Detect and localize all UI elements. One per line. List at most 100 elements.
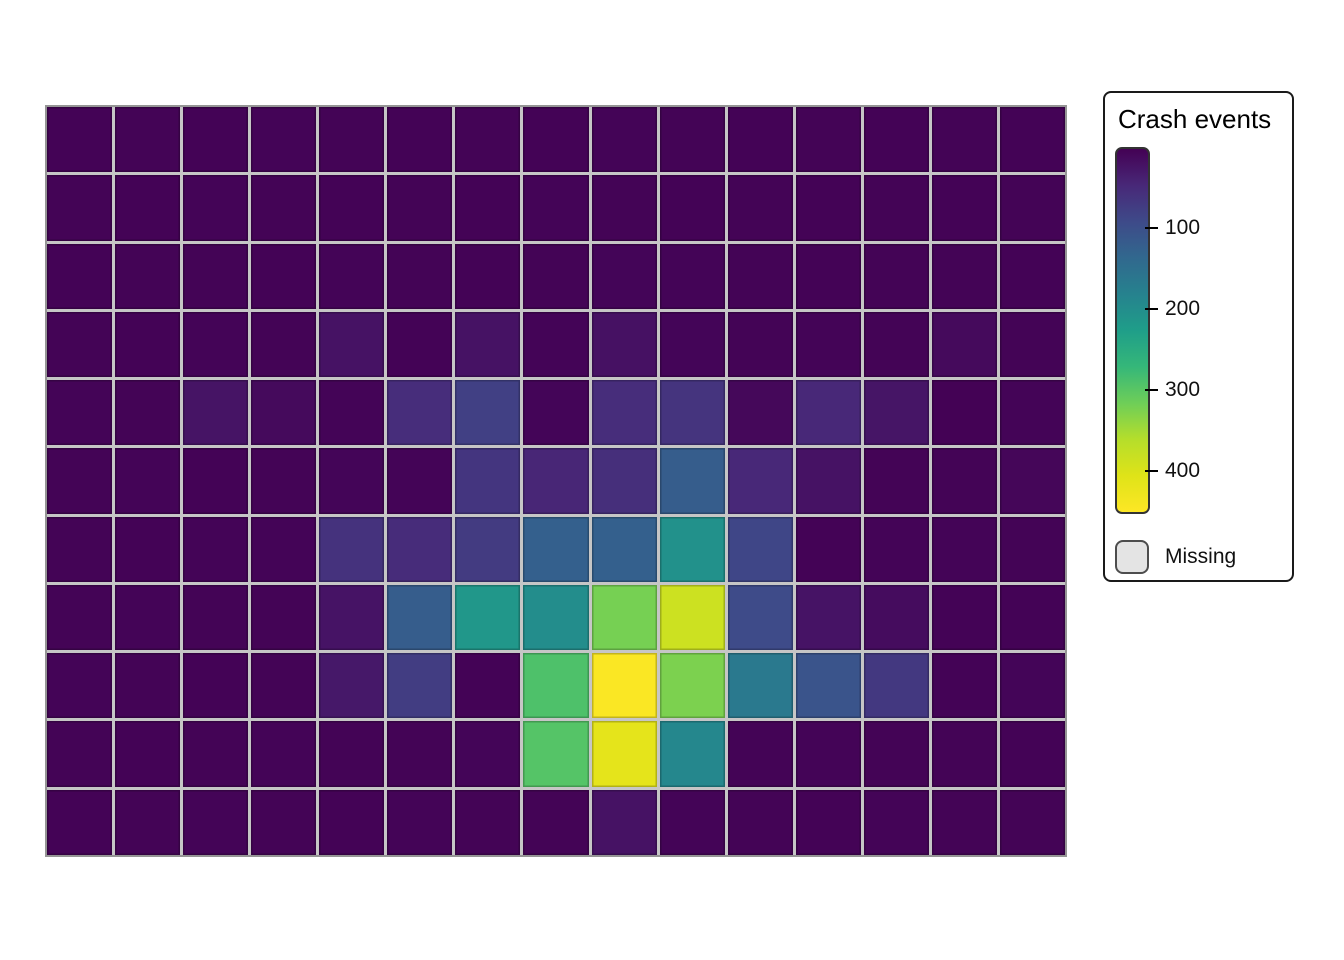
heatmap-cell (47, 243, 113, 309)
heatmap-cell (387, 448, 453, 514)
heatmap-cell (47, 175, 113, 241)
heatmap-cell (47, 653, 113, 719)
colorbar-tick (1145, 226, 1158, 230)
heatmap-cell (115, 107, 181, 173)
heatmap-cell (591, 243, 657, 309)
heatmap-cell (659, 380, 725, 446)
heatmap-cell (795, 107, 861, 173)
heatmap-cell (999, 516, 1065, 582)
heatmap-cell (999, 448, 1065, 514)
heatmap-cell (931, 721, 997, 787)
heatmap-cell (387, 721, 453, 787)
heatmap-cell (319, 516, 385, 582)
heatmap-cell (523, 380, 589, 446)
heatmap-cell (863, 653, 929, 719)
heatmap-cell (727, 175, 793, 241)
heatmap-cell (863, 448, 929, 514)
heatmap-cell (251, 516, 317, 582)
heatmap-cell (863, 584, 929, 651)
heatmap-cell (455, 584, 521, 651)
heatmap-cell (183, 584, 249, 651)
heatmap-cell (795, 516, 861, 582)
heatmap-cell (999, 789, 1065, 855)
heatmap-cell (999, 721, 1065, 787)
heatmap-cell (523, 789, 589, 855)
heatmap-cell (455, 789, 521, 855)
heatmap-cell (47, 380, 113, 446)
heatmap-cell (795, 380, 861, 446)
heatmap-cell (931, 516, 997, 582)
heatmap-cell (999, 175, 1065, 241)
colorbar-tick-label: 400 (1165, 459, 1201, 483)
heatmap-cell (931, 653, 997, 719)
heatmap-cell (319, 107, 385, 173)
heatmap-cell (591, 107, 657, 173)
heatmap-cell (319, 448, 385, 514)
heatmap-cell (863, 721, 929, 787)
heatmap-cell (387, 516, 453, 582)
heatmap-cell (47, 516, 113, 582)
heatmap-cell (319, 584, 385, 651)
heatmap-cell (523, 584, 589, 651)
heatmap-cell (727, 653, 793, 719)
heatmap-cell (795, 175, 861, 241)
heatmap-cell (659, 653, 725, 719)
colorbar: 100 200 300 400 (1115, 147, 1285, 514)
heatmap-cell (659, 721, 725, 787)
heatmap-cell (319, 243, 385, 309)
heatmap-cell (183, 311, 249, 378)
heatmap-cell (795, 584, 861, 651)
heatmap-cell (523, 653, 589, 719)
heatmap-cell (795, 721, 861, 787)
heatmap-cell (387, 107, 453, 173)
heatmap-cell (863, 243, 929, 309)
heatmap-cell (455, 380, 521, 446)
heatmap-cell (999, 380, 1065, 446)
heatmap-cell (183, 789, 249, 855)
legend-title: Crash events (1118, 104, 1272, 134)
heatmap-cell (455, 107, 521, 173)
heatmap-cell (115, 448, 181, 514)
heatmap-cell (47, 789, 113, 855)
heatmap-cell (115, 175, 181, 241)
heatmap-cell (591, 789, 657, 855)
missing-label: Missing (1165, 545, 1237, 568)
heatmap-cell (387, 380, 453, 446)
heatmap-cell (455, 653, 521, 719)
heatmap-cell (387, 584, 453, 651)
colorbar-tick-label: 100 (1165, 216, 1201, 239)
heatmap-cell (183, 448, 249, 514)
heatmap-cell (591, 175, 657, 241)
heatmap-cell (47, 107, 113, 173)
heatmap-cell (999, 107, 1065, 173)
legend: Crash events 100 200 300 400 Missing (1103, 91, 1294, 582)
heatmap-cell (387, 653, 453, 719)
heatmap-cell (659, 789, 725, 855)
heatmap-cell (999, 243, 1065, 309)
heatmap-cell (387, 243, 453, 309)
colorbar-gradient (1115, 147, 1150, 514)
heatmap-cell (931, 175, 997, 241)
heatmap-cell (115, 653, 181, 719)
heatmap-cell (183, 516, 249, 582)
heatmap-cell (523, 311, 589, 378)
heatmap-cell (183, 721, 249, 787)
heatmap-cell (183, 243, 249, 309)
heatmap-cell (999, 584, 1065, 651)
colorbar-tick (1145, 469, 1158, 473)
heatmap-cell (319, 789, 385, 855)
heatmap-cell (727, 243, 793, 309)
heatmap-cell (931, 448, 997, 514)
heatmap-cell (863, 516, 929, 582)
heatmap-cell (795, 789, 861, 855)
heatmap-cell (47, 311, 113, 378)
heatmap-cell (47, 721, 113, 787)
heatmap-cell (387, 175, 453, 241)
heatmap-cell (659, 448, 725, 514)
heatmap-cell (387, 311, 453, 378)
crash-heatmap (45, 105, 1067, 857)
heatmap-cell (591, 516, 657, 582)
heatmap-cell (523, 107, 589, 173)
heatmap-cell (727, 107, 793, 173)
